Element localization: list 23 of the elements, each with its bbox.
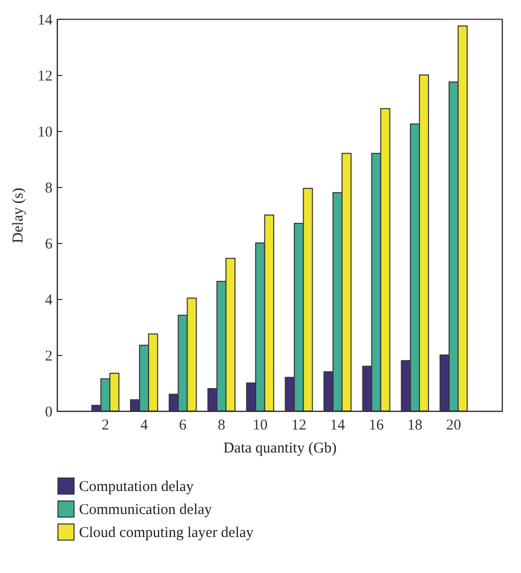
y-tick-label: 0 bbox=[45, 404, 52, 420]
x-tick-label: 14 bbox=[330, 418, 346, 434]
y-axis-title: Delay (s) bbox=[10, 188, 26, 244]
x-tick-label: 6 bbox=[179, 418, 188, 434]
legend-label: Cloud computing layer delay bbox=[79, 525, 254, 541]
x-tick-label: 18 bbox=[407, 418, 422, 434]
legend-label: Computation delay bbox=[79, 479, 194, 495]
y-tick-label: 4 bbox=[45, 292, 53, 308]
x-axis-title: Data quantity (Gb) bbox=[223, 440, 337, 456]
x-tick-label: 12 bbox=[291, 418, 306, 434]
y-tick-label: 6 bbox=[45, 236, 53, 252]
y-tick-label: 10 bbox=[38, 124, 52, 140]
y-tick-label: 8 bbox=[45, 180, 52, 196]
y-tick-label: 12 bbox=[38, 68, 52, 84]
x-tick-label: 10 bbox=[252, 418, 268, 434]
x-tick-label: 4 bbox=[140, 418, 148, 434]
y-tick-label: 2 bbox=[45, 348, 52, 364]
x-tick-label: 20 bbox=[446, 418, 462, 434]
y-tick-label: 14 bbox=[38, 12, 53, 28]
x-tick-label: 2 bbox=[102, 418, 110, 434]
x-tick-label: 16 bbox=[368, 418, 384, 434]
x-tick-label: 8 bbox=[218, 418, 226, 434]
legend-label: Communication delay bbox=[79, 502, 212, 518]
